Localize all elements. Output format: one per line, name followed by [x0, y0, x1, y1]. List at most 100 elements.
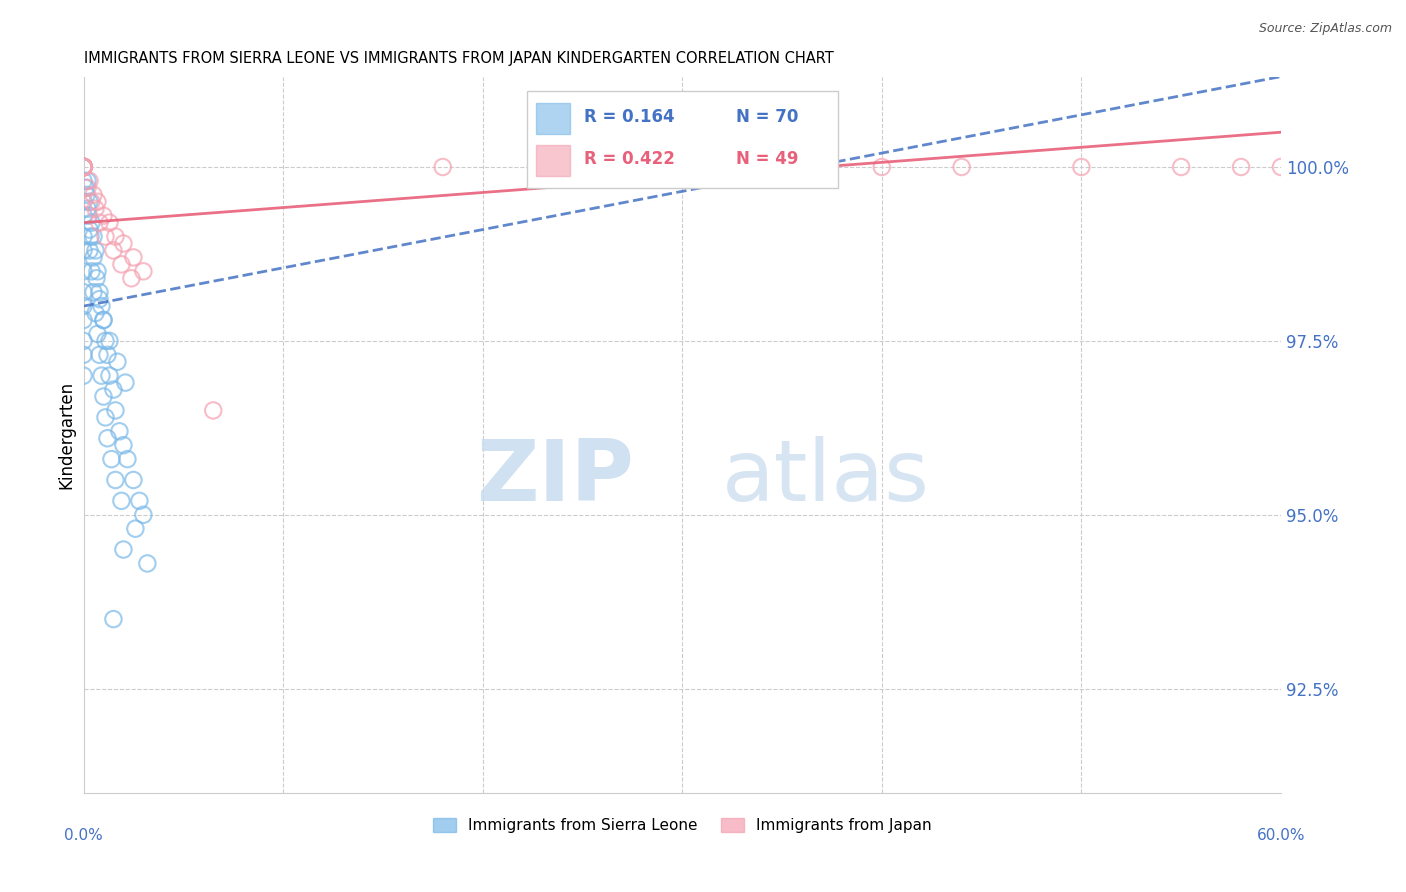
Point: [96, 348, 118, 362]
Point: [104, 229, 127, 244]
Point: [72, 160, 94, 174]
Text: Source: ZipAtlas.com: Source: ZipAtlas.com: [1258, 22, 1392, 36]
Point: [82, 285, 104, 300]
Point: [112, 236, 135, 251]
Point: [72, 160, 94, 174]
Point: [72, 160, 94, 174]
Text: 0.0%: 0.0%: [65, 828, 103, 843]
Point: [79, 194, 101, 209]
Point: [120, 271, 142, 285]
Point: [82, 251, 104, 265]
Point: [136, 557, 159, 571]
Point: [72, 285, 94, 300]
Point: [72, 299, 94, 313]
Point: [114, 376, 136, 390]
Point: [84, 202, 107, 216]
Point: [86, 194, 108, 209]
Point: [90, 299, 112, 313]
Point: [76, 174, 98, 188]
Point: [72, 160, 94, 174]
Point: [72, 160, 94, 174]
Point: [72, 160, 94, 174]
FancyBboxPatch shape: [536, 145, 569, 176]
Point: [98, 216, 121, 230]
Point: [72, 160, 94, 174]
Point: [72, 160, 94, 174]
Point: [72, 160, 94, 174]
Y-axis label: Kindergarten: Kindergarten: [58, 381, 75, 489]
Point: [72, 160, 94, 174]
Point: [72, 160, 94, 174]
Point: [93, 313, 115, 327]
Point: [124, 522, 146, 536]
Point: [132, 508, 155, 522]
Point: [84, 244, 107, 258]
Point: [128, 493, 150, 508]
Point: [72, 160, 94, 174]
Point: [110, 493, 132, 508]
Point: [98, 368, 121, 383]
Point: [72, 209, 94, 223]
Point: [122, 251, 145, 265]
Point: [80, 216, 103, 230]
FancyBboxPatch shape: [536, 103, 569, 135]
Point: [72, 160, 94, 174]
Point: [103, 383, 125, 397]
Point: [84, 306, 107, 320]
Text: atlas: atlas: [721, 436, 929, 519]
Legend: Immigrants from Sierra Leone, Immigrants from Japan: Immigrants from Sierra Leone, Immigrants…: [427, 812, 938, 839]
Point: [1070, 160, 1092, 174]
Point: [86, 271, 108, 285]
Point: [89, 348, 111, 362]
Point: [103, 612, 125, 626]
Point: [79, 174, 101, 188]
Point: [79, 222, 101, 236]
Text: N = 70: N = 70: [737, 108, 799, 126]
Point: [75, 181, 97, 195]
Point: [950, 160, 973, 174]
Point: [89, 216, 111, 230]
Point: [72, 160, 94, 174]
Point: [72, 160, 94, 174]
Point: [72, 160, 94, 174]
Point: [82, 229, 104, 244]
Point: [1170, 160, 1192, 174]
FancyBboxPatch shape: [527, 91, 838, 187]
Text: 60.0%: 60.0%: [1257, 828, 1305, 843]
Point: [108, 425, 131, 439]
Point: [79, 244, 101, 258]
Point: [86, 264, 108, 278]
Point: [72, 160, 94, 174]
Point: [72, 160, 94, 174]
Point: [80, 194, 103, 209]
Point: [90, 368, 112, 383]
Point: [122, 473, 145, 487]
Text: ZIP: ZIP: [477, 436, 634, 519]
Point: [107, 355, 129, 369]
Point: [94, 229, 117, 244]
Point: [82, 187, 104, 202]
Point: [72, 160, 94, 174]
Point: [117, 452, 139, 467]
Point: [671, 160, 693, 174]
Point: [94, 410, 117, 425]
Point: [1270, 160, 1292, 174]
Point: [79, 229, 101, 244]
Point: [72, 348, 94, 362]
Point: [86, 326, 108, 341]
Point: [72, 160, 94, 174]
Point: [89, 292, 111, 306]
Point: [72, 160, 94, 174]
Point: [103, 244, 125, 258]
Point: [72, 160, 94, 174]
Point: [72, 334, 94, 348]
Point: [72, 160, 94, 174]
Point: [76, 181, 98, 195]
Text: R = 0.164: R = 0.164: [583, 108, 675, 126]
Point: [72, 229, 94, 244]
Point: [72, 160, 94, 174]
Point: [96, 431, 118, 445]
Point: [72, 313, 94, 327]
Point: [104, 473, 127, 487]
Point: [93, 390, 115, 404]
